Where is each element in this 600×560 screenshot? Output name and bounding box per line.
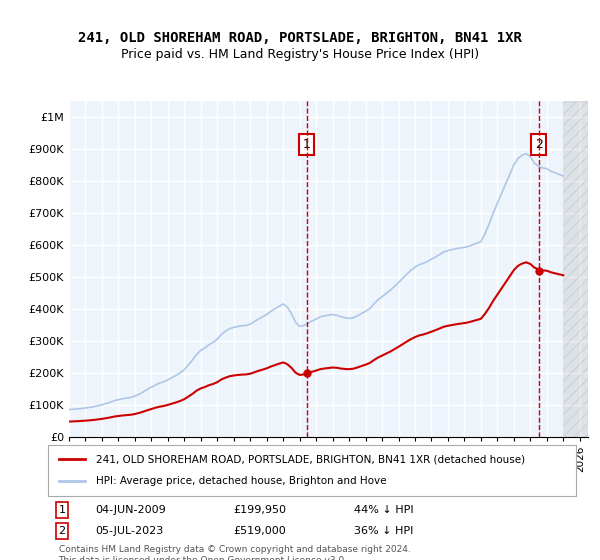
Text: Contains HM Land Registry data © Crown copyright and database right 2024.
This d: Contains HM Land Registry data © Crown c… [59,545,410,560]
Text: 241, OLD SHOREHAM ROAD, PORTSLADE, BRIGHTON, BN41 1XR: 241, OLD SHOREHAM ROAD, PORTSLADE, BRIGH… [78,31,522,45]
Text: 2: 2 [535,138,542,151]
Text: 1: 1 [59,505,65,515]
Text: 241, OLD SHOREHAM ROAD, PORTSLADE, BRIGHTON, BN41 1XR (detached house): 241, OLD SHOREHAM ROAD, PORTSLADE, BRIGH… [95,454,524,464]
Text: 2: 2 [59,526,65,536]
Text: £519,000: £519,000 [233,526,286,536]
Text: 36% ↓ HPI: 36% ↓ HPI [354,526,413,536]
Text: HPI: Average price, detached house, Brighton and Hove: HPI: Average price, detached house, Brig… [95,477,386,487]
Bar [563,101,588,437]
Text: 44% ↓ HPI: 44% ↓ HPI [354,505,414,515]
Text: 1: 1 [303,138,311,151]
Text: £199,950: £199,950 [233,505,286,515]
Text: 05-JUL-2023: 05-JUL-2023 [95,526,164,536]
Text: Price paid vs. HM Land Registry's House Price Index (HPI): Price paid vs. HM Land Registry's House … [121,48,479,60]
Text: 04-JUN-2009: 04-JUN-2009 [95,505,166,515]
